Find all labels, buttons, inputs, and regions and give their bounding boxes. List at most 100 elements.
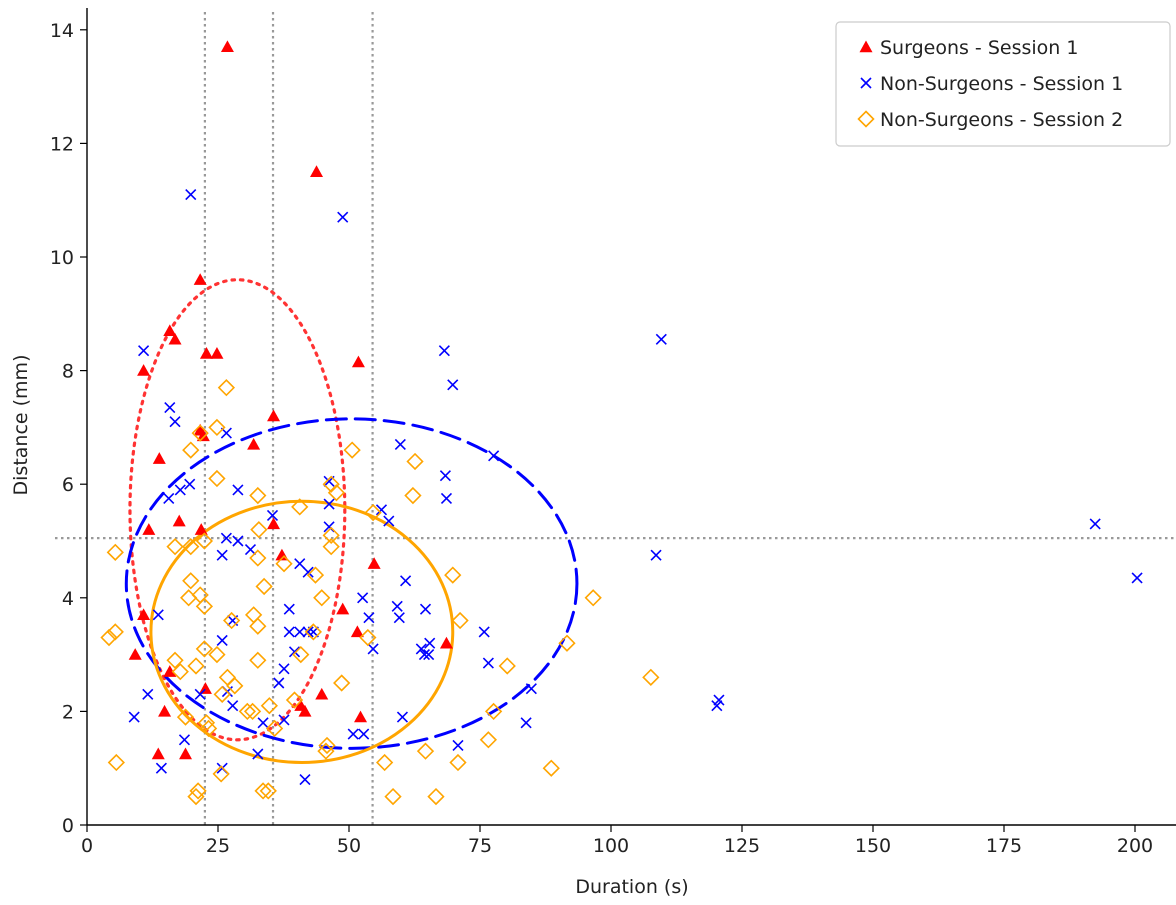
x-tick-label: 25: [206, 835, 230, 857]
data-point: [174, 484, 186, 496]
data-point: [299, 773, 311, 786]
legend-marker: [859, 40, 873, 53]
y-tick-label: 4: [62, 588, 74, 610]
data-point: [191, 424, 209, 442]
data-point: [142, 688, 154, 700]
data-point: [182, 538, 200, 556]
data-point: [318, 736, 336, 755]
legend-label: Non-Surgeons - Session 2: [880, 109, 1123, 131]
data-point: [184, 478, 196, 490]
data-point: [158, 704, 172, 717]
data-point: [227, 700, 239, 712]
data-point: [152, 609, 164, 621]
data-point: [254, 782, 272, 800]
data-point: [396, 711, 409, 723]
data-point: [217, 379, 236, 397]
data-point: [498, 657, 516, 675]
data-point: [128, 648, 142, 660]
data-point: [155, 762, 167, 774]
data-points: [100, 40, 1143, 806]
data-point: [171, 663, 189, 681]
data-point: [354, 710, 368, 723]
data-point: [273, 677, 285, 689]
data-point: [166, 651, 184, 669]
data-point: [137, 608, 151, 621]
legend-marker: [860, 77, 872, 89]
data-point: [267, 409, 281, 422]
data-point: [255, 577, 273, 596]
data-point: [172, 514, 186, 527]
data-point: [197, 714, 216, 732]
data-point: [179, 747, 193, 760]
y-ticks: 0 2 4 6 8 10 12 14: [50, 20, 87, 837]
data-point: [178, 734, 191, 746]
data-point: [655, 333, 667, 345]
data-point: [257, 717, 269, 729]
data-point: [337, 211, 349, 223]
data-point: [151, 747, 165, 760]
data-point: [247, 437, 261, 450]
data-point: [142, 523, 156, 535]
x-tick-label: 150: [855, 835, 891, 857]
data-point: [394, 438, 406, 451]
data-point: [391, 600, 403, 612]
data-point: [288, 646, 301, 658]
data-point: [1089, 518, 1101, 530]
data-point: [194, 688, 206, 700]
ellipse-surgeons-session-1: [128, 278, 347, 742]
data-point: [359, 628, 377, 647]
data-point: [220, 40, 234, 53]
data-point: [336, 602, 350, 615]
data-point: [440, 492, 453, 504]
axes: [86, 8, 1176, 826]
data-point: [100, 628, 118, 647]
legend-label: Surgeons - Session 1: [880, 37, 1078, 59]
data-point: [439, 470, 451, 482]
data-point: [482, 657, 494, 669]
ellipse-non-surgeons-session-2: [149, 499, 455, 765]
legend-box: [835, 21, 1171, 147]
data-point: [283, 603, 295, 615]
data-point: [367, 557, 381, 569]
data-point: [278, 714, 290, 726]
data-point: [220, 532, 232, 544]
data-point: [315, 687, 329, 700]
data-point: [351, 355, 365, 368]
data-point: [294, 558, 306, 570]
data-point: [484, 702, 503, 721]
data-point: [415, 643, 427, 655]
data-point: [424, 637, 436, 649]
data-point: [164, 401, 176, 414]
x-tick-label: 50: [337, 835, 361, 857]
data-point: [400, 575, 412, 587]
legend-marker: [857, 110, 875, 128]
data-point: [584, 589, 602, 607]
data-point: [260, 697, 278, 715]
series-non-surgeons-session-2: [100, 379, 660, 806]
y-tick-label: 10: [50, 247, 74, 269]
data-point: [243, 702, 262, 721]
data-point: [166, 538, 184, 556]
data-point: [327, 484, 346, 502]
y-tick-label: 6: [62, 474, 74, 496]
data-point: [376, 753, 394, 772]
legend-entry: Surgeons - Session 1: [859, 37, 1078, 59]
data-point: [199, 719, 218, 738]
data-point: [447, 379, 459, 391]
data-point: [193, 273, 207, 285]
data-point: [304, 623, 322, 641]
data-point: [393, 612, 405, 624]
data-point: [249, 617, 267, 635]
x-tick-label: 0: [81, 835, 93, 857]
data-point: [449, 753, 467, 772]
data-point: [404, 486, 422, 505]
data-point: [226, 677, 244, 695]
data-point: [363, 612, 375, 624]
data-point: [427, 787, 445, 806]
data-point: [438, 345, 450, 357]
data-point: [283, 626, 295, 638]
data-point: [232, 535, 244, 547]
data-point: [218, 668, 237, 686]
data-point: [323, 498, 335, 510]
